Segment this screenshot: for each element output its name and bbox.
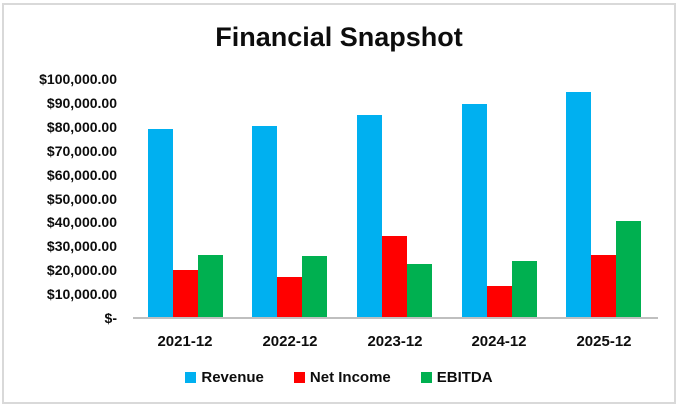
legend-swatch-icon [293, 372, 305, 383]
bar-ebitda-2021-12 [198, 255, 223, 318]
legend-swatch-icon [420, 372, 432, 383]
bar-net-income-2021-12 [173, 270, 198, 318]
bar-net-income-2025-12 [591, 255, 616, 318]
bar-net-income-2024-12 [487, 286, 512, 318]
y-tick-label: $10,000.00 [46, 286, 117, 303]
bar-net-income-2022-12 [277, 277, 302, 318]
y-tick-label: $- [104, 310, 117, 326]
x-tick-label-2024-12: 2024-12 [471, 333, 527, 350]
legend-label: EBITDA [436, 369, 493, 386]
y-tick-label: $20,000.00 [46, 262, 117, 279]
bar-ebitda-2024-12 [512, 261, 537, 318]
legend: Revenue Net Income EBITDA [0, 369, 678, 386]
y-tick-label: $80,000.00 [46, 118, 117, 135]
chart-title: Financial Snapshot [215, 22, 463, 52]
legend-item-revenue: Revenue [185, 369, 264, 386]
y-tick-label: $70,000.00 [46, 142, 117, 159]
y-tick-label: $50,000.00 [46, 190, 117, 207]
y-tick-label: $30,000.00 [46, 238, 117, 255]
legend-item-net-income: Net Income [293, 369, 391, 386]
legend-label: Net Income [309, 369, 391, 386]
bar-revenue-2021-12 [148, 129, 173, 318]
x-tick-label-2021-12: 2021-12 [157, 333, 213, 350]
legend-swatch-icon [185, 372, 197, 383]
bar-net-income-2023-12 [382, 236, 407, 318]
legend-item-ebitda: EBITDA [420, 369, 493, 386]
x-axis-line [133, 317, 658, 319]
bar-revenue-2023-12 [357, 115, 382, 318]
y-tick-label: $90,000.00 [46, 94, 117, 111]
y-tick-label: $100,000.00 [39, 71, 117, 87]
x-tick-label-2025-12: 2025-12 [576, 333, 632, 350]
bar-revenue-2022-12 [252, 126, 277, 318]
legend-label: Revenue [201, 369, 264, 386]
bar-ebitda-2025-12 [616, 221, 641, 318]
x-tick-label-2023-12: 2023-12 [367, 333, 423, 350]
bar-revenue-2024-12 [462, 104, 487, 318]
y-tick-label: $40,000.00 [46, 214, 117, 231]
y-tick-label: $60,000.00 [46, 166, 117, 183]
bar-revenue-2025-12 [566, 92, 591, 318]
bar-ebitda-2023-12 [407, 264, 432, 318]
x-tick-label-2022-12: 2022-12 [262, 333, 318, 350]
bar-ebitda-2022-12 [302, 256, 327, 318]
